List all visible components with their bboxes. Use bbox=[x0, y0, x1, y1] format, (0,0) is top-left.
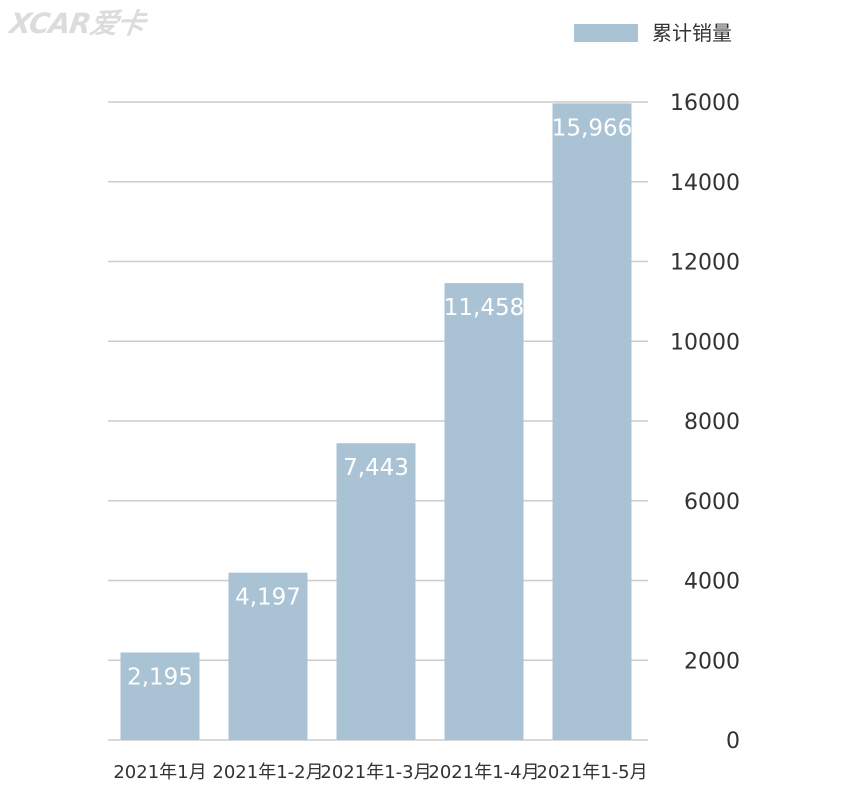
bar bbox=[228, 572, 308, 740]
data-label: 7,443 bbox=[343, 455, 409, 481]
bars bbox=[120, 103, 632, 740]
data-label: 15,966 bbox=[552, 115, 632, 141]
y-tick-label: 10000 bbox=[670, 330, 740, 355]
x-axis-ticks: 2021年1月 2021年1-2月2021年1-3月2021年1-4月2021年1… bbox=[113, 762, 647, 783]
bar bbox=[336, 443, 416, 740]
x-tick-label: 2021年1-5月 bbox=[536, 762, 647, 783]
y-tick-label: 8000 bbox=[684, 410, 740, 435]
legend-label: 累计销量 bbox=[652, 21, 732, 45]
x-tick-label: 2021年1-4月 bbox=[428, 762, 539, 783]
bar bbox=[552, 103, 632, 740]
data-label: 2,195 bbox=[127, 664, 193, 690]
y-tick-label: 12000 bbox=[670, 251, 740, 276]
y-tick-label: 6000 bbox=[684, 490, 740, 515]
data-label: 4,197 bbox=[235, 585, 301, 611]
x-tick-label: 2021年1-2月 bbox=[212, 762, 323, 783]
y-tick-label: 16000 bbox=[670, 91, 740, 116]
y-tick-label: 0 bbox=[726, 729, 740, 754]
y-tick-label: 2000 bbox=[684, 649, 740, 674]
x-tick-label: 2021年1-3月 bbox=[320, 762, 431, 783]
data-label: 11,458 bbox=[444, 295, 524, 321]
legend-swatch bbox=[574, 24, 638, 42]
y-axis-ticks: 0 2000 4000 6000 8000 10000 12000 14000 16000 bbox=[670, 91, 740, 754]
y-tick-label: 14000 bbox=[670, 171, 740, 196]
bar bbox=[120, 652, 200, 740]
data-labels: 2,195 4,197 7,443 11,458 15,966 bbox=[127, 115, 632, 690]
bar bbox=[444, 283, 524, 740]
legend: 累计销量 bbox=[574, 21, 732, 45]
y-tick-label: 4000 bbox=[684, 570, 740, 595]
x-tick-label: 2021年1月 bbox=[113, 762, 206, 783]
